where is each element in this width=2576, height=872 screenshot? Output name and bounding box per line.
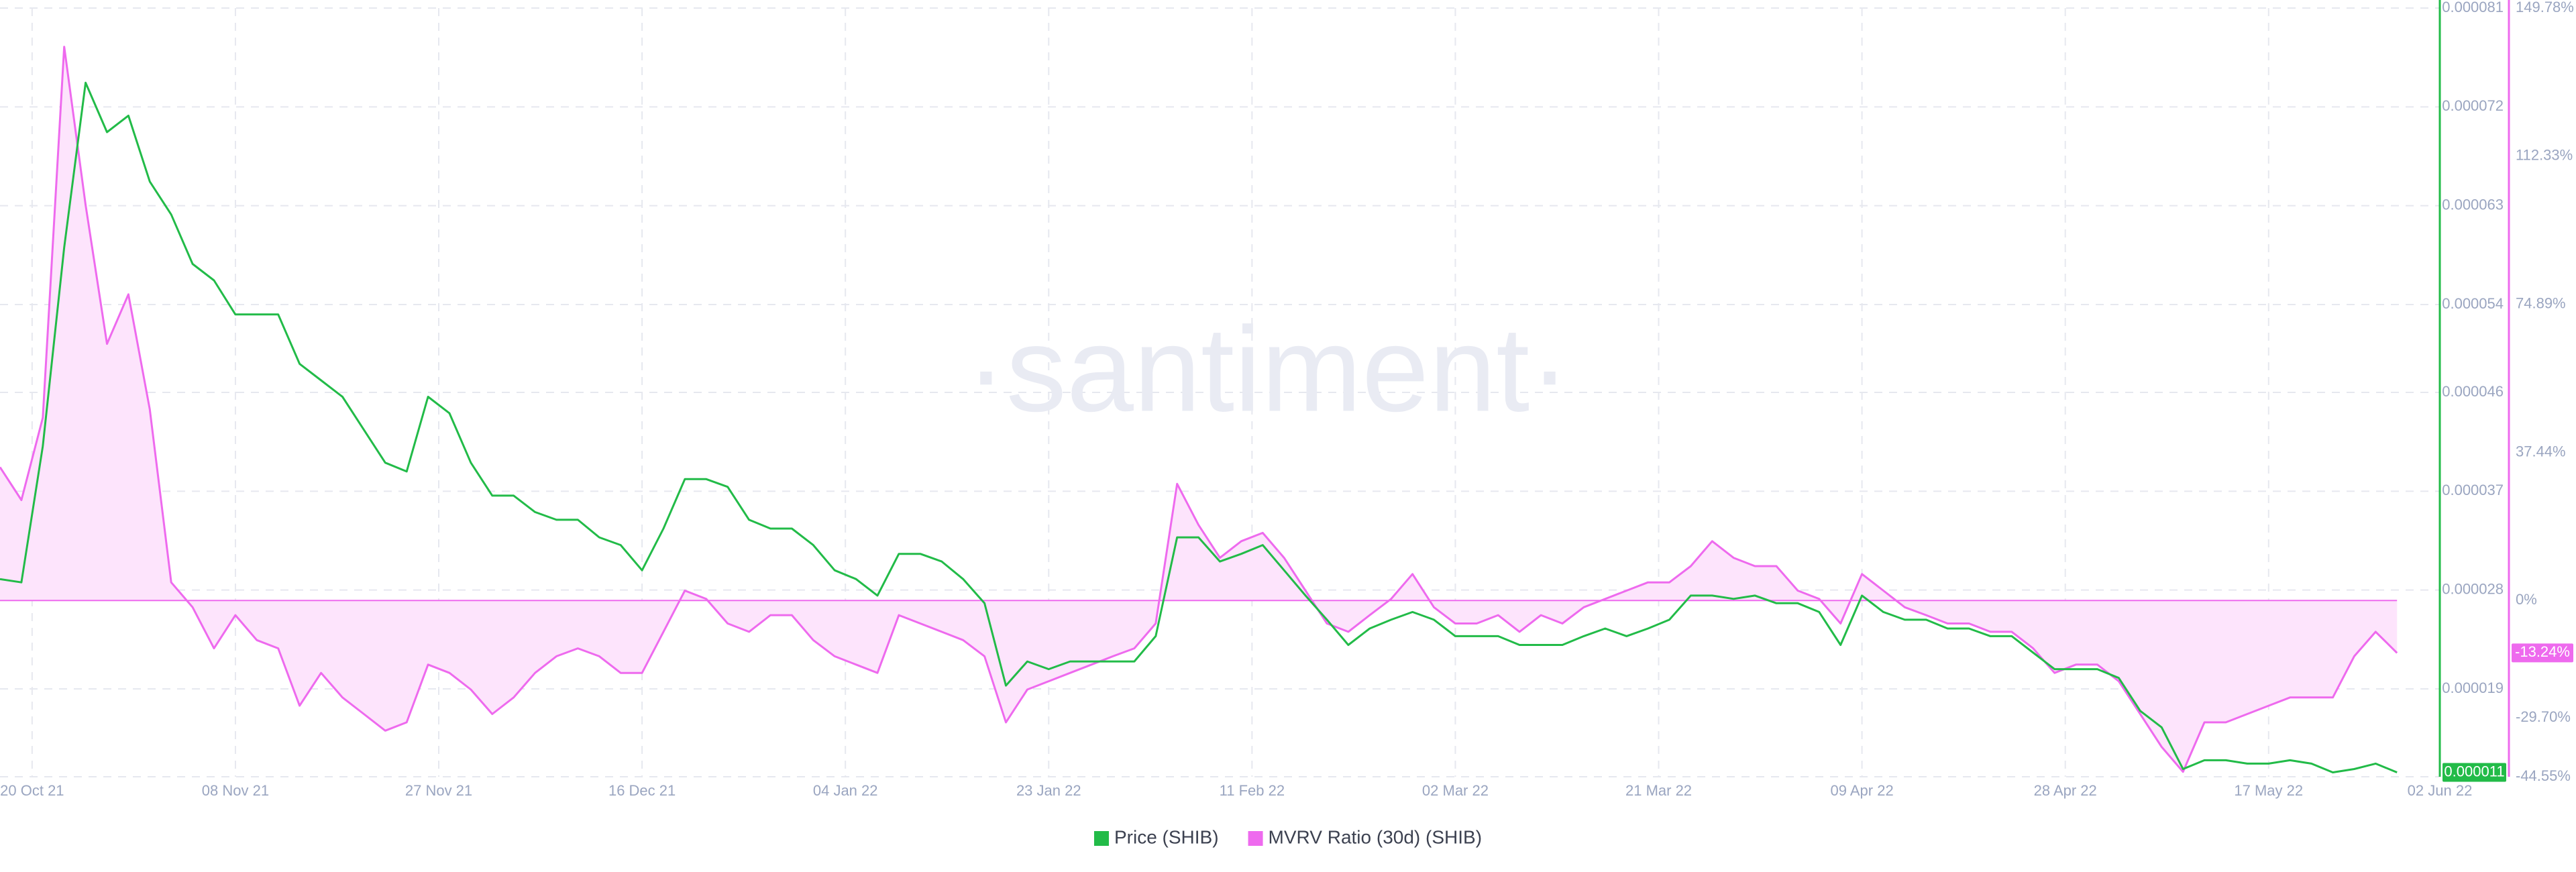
y2-tick-label: 74.89%	[2516, 294, 2566, 311]
series-line	[0, 46, 2398, 773]
y-tick-label: 0.000028	[2442, 580, 2504, 597]
y-tick-label: 0.000037	[2442, 482, 2504, 498]
y-tick-label: 0.000081	[2442, 0, 2504, 15]
legend-label: Price (SHIB)	[1114, 826, 1219, 847]
y2-tick-label: 112.33%	[2516, 147, 2573, 164]
y-tick-label: 0.000019	[2442, 679, 2504, 696]
y-tick-label: 0.000063	[2442, 196, 2504, 213]
x-tick-label: 16 Dec 21	[608, 782, 676, 799]
x-tick-label: 08 Nov 21	[202, 782, 269, 799]
x-tick-label: 27 Nov 21	[405, 782, 472, 799]
y2-tick-label: -29.70%	[2516, 708, 2571, 725]
x-tick-label: 28 Apr 22	[2034, 782, 2097, 799]
legend-label: MVRV Ratio (30d) (SHIB)	[1269, 826, 1482, 847]
x-tick-label: 11 Feb 22	[1220, 782, 1285, 799]
x-tick-label: 02 Jun 22	[2408, 782, 2473, 799]
y-tick-label: 0.000054	[2442, 295, 2504, 312]
y2-tick-label: 149.78%	[2516, 0, 2574, 15]
y2-tick-label: 0%	[2516, 591, 2537, 608]
area-fill	[0, 46, 2398, 772]
watermark: ·santiment·	[966, 303, 1570, 437]
last-value-box	[2512, 643, 2573, 663]
last-value-label: 0.000011	[2444, 763, 2504, 779]
series-line	[0, 81, 2398, 773]
x-tick-label: 17 May 22	[2234, 782, 2303, 799]
legend: Price (SHIB) MVRV Ratio (30d) (SHIB)	[1093, 826, 1482, 847]
y2-tick-label: 37.44%	[2516, 443, 2566, 459]
y2-tick-label: -44.55%	[2516, 767, 2571, 784]
legend-swatch	[1093, 831, 1109, 846]
x-tick-label: 20 Oct 21	[0, 782, 64, 799]
y-tick-label: 0.000072	[2442, 97, 2504, 114]
x-tick-label: 23 Jan 22	[1016, 782, 1081, 799]
x-tick-label: 04 Jan 22	[813, 782, 878, 799]
legend-swatch	[1248, 831, 1263, 846]
x-tick-label: 09 Apr 22	[1831, 782, 1894, 799]
last-value-label: -13.24%	[2515, 643, 2570, 660]
x-tick-label: 02 Mar 22	[1422, 782, 1489, 799]
y-tick-label: 0.000046	[2442, 383, 2504, 400]
x-tick-label: 21 Mar 22	[1625, 782, 1692, 799]
last-value-box	[2443, 763, 2506, 782]
